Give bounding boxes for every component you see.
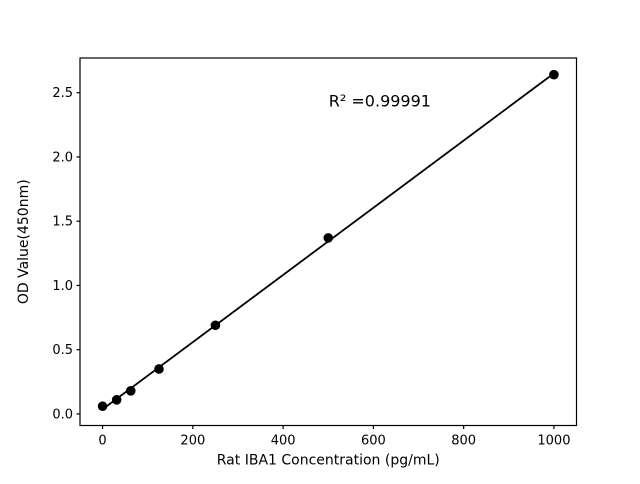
y-tick-label: 1.0 [52,279,73,294]
x-tick-label: 800 [451,434,476,449]
y-tick-label: 0.0 [52,407,73,422]
data-point [97,401,108,412]
x-axis-label: Rat IBA1 Concentration (pg/mL) [217,453,440,469]
data-point [549,69,559,80]
y-tick-label: 2.5 [52,86,73,101]
x-tick-label: 600 [361,434,386,449]
x-tick-label: 0 [98,434,106,449]
data-point [154,364,164,374]
y-tick-label: 0.5 [52,343,73,358]
data-point [323,233,334,243]
y-axis-label: OD Value(450nm) [16,179,32,304]
plot-border [79,57,578,427]
data-point [210,320,221,331]
y-tick-label: 1.5 [52,215,73,230]
r-squared-annotation: R² =0.99991 [329,91,431,110]
x-tick-label: 1000 [537,434,570,449]
y-tick-label: 2.0 [52,150,73,165]
data-point [111,395,122,405]
x-tick-label: 200 [180,434,205,449]
data-point [125,386,136,396]
x-tick-label: 400 [271,434,296,449]
